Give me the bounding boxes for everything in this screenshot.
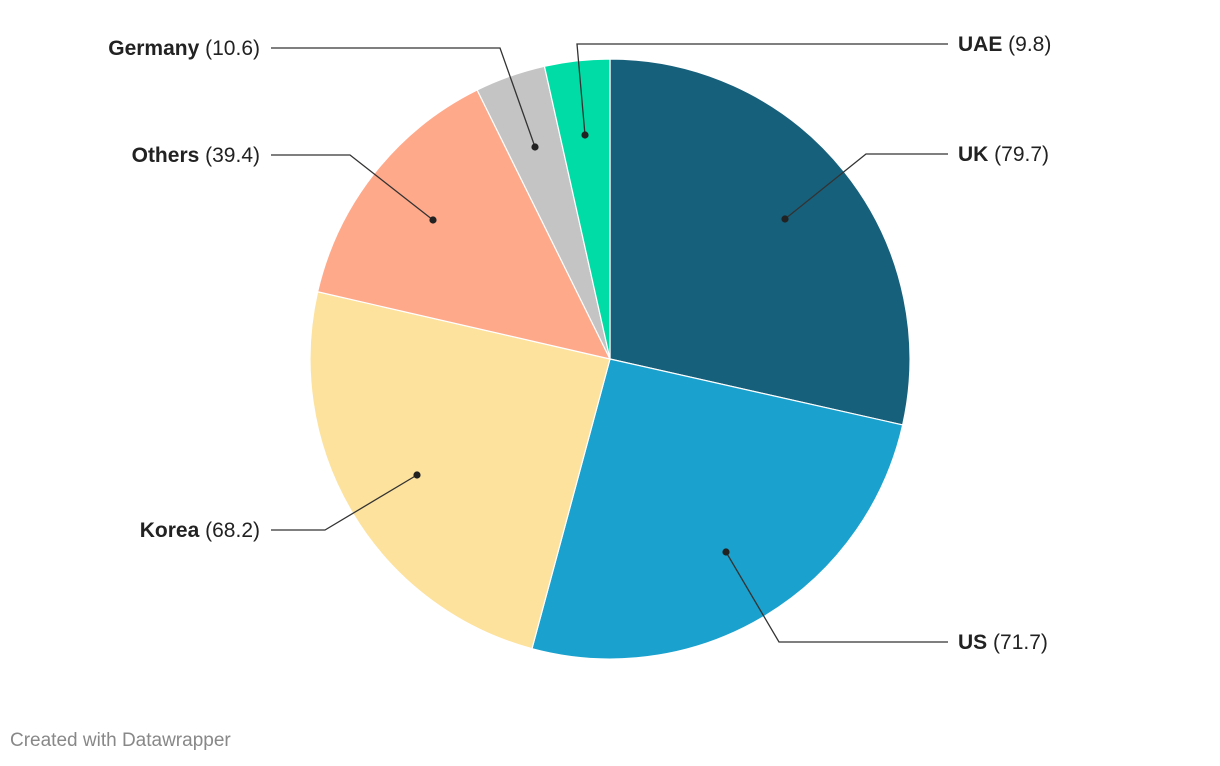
pie-slice-others bbox=[316, 89, 612, 360]
slice-label-korea: Korea (68.2) bbox=[140, 519, 260, 542]
slice-label-others: Others (39.4) bbox=[132, 144, 260, 167]
credit-text: Created with Datawrapper bbox=[10, 730, 231, 751]
slice-label-name: Others bbox=[132, 144, 200, 167]
leader-dot-uae bbox=[581, 131, 589, 139]
slice-label-value: (9.8) bbox=[1002, 33, 1051, 56]
slice-label-name: Germany bbox=[108, 37, 199, 60]
slice-label-name: UK bbox=[958, 143, 988, 166]
slice-label-value: (71.7) bbox=[987, 631, 1048, 654]
slice-label-name: Korea bbox=[140, 519, 200, 542]
slice-label-name: UAE bbox=[958, 33, 1002, 56]
leader-lines bbox=[271, 43, 948, 643]
leader-line-uk bbox=[784, 153, 948, 220]
slice-label-value: (68.2) bbox=[199, 519, 260, 542]
slice-label-value: (79.7) bbox=[988, 143, 1049, 166]
slice-label-uk: UK (79.7) bbox=[958, 143, 1049, 166]
slice-label-value: (10.6) bbox=[199, 37, 260, 60]
leader-dot-uk bbox=[781, 215, 789, 223]
slice-label-value: (39.4) bbox=[199, 144, 260, 167]
pie-slice-us bbox=[531, 358, 904, 660]
leader-line-uae bbox=[576, 43, 948, 136]
pie-slices bbox=[309, 58, 911, 660]
leader-dot-us bbox=[722, 548, 730, 556]
slice-labels: UK (79.7) US (71.7) Korea (68.2) Others (39… bbox=[108, 33, 1051, 654]
leader-dot-others bbox=[429, 216, 437, 224]
leader-line-germany bbox=[271, 47, 536, 148]
slice-label-name: US bbox=[958, 631, 987, 654]
slice-label-germany: Germany (10.6) bbox=[108, 37, 260, 60]
leader-line-others bbox=[271, 154, 434, 221]
pie-slice-uae bbox=[543, 58, 611, 360]
slice-label-us: US (71.7) bbox=[958, 631, 1048, 654]
leader-dot-korea bbox=[413, 471, 421, 479]
leader-line-korea bbox=[271, 474, 418, 531]
slice-label-uae: UAE (9.8) bbox=[958, 33, 1051, 56]
leader-dot-germany bbox=[531, 143, 539, 151]
leader-line-us bbox=[725, 551, 948, 643]
